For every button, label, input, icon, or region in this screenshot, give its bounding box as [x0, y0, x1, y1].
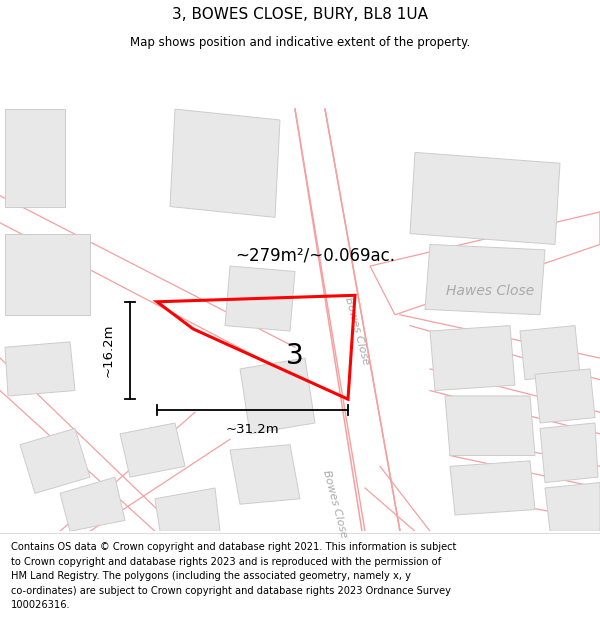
Polygon shape [535, 369, 595, 423]
Polygon shape [545, 482, 600, 531]
Polygon shape [425, 244, 545, 315]
Polygon shape [450, 461, 535, 515]
Text: 3, BOWES CLOSE, BURY, BL8 1UA: 3, BOWES CLOSE, BURY, BL8 1UA [172, 8, 428, 22]
Text: Bowes Close: Bowes Close [321, 469, 349, 539]
Text: 3: 3 [286, 342, 304, 370]
Text: Bowes Close: Bowes Close [343, 296, 371, 366]
Polygon shape [170, 109, 280, 218]
Polygon shape [410, 152, 560, 244]
Text: ~31.2m: ~31.2m [226, 423, 280, 436]
Polygon shape [5, 342, 75, 396]
Polygon shape [5, 109, 65, 206]
Text: Contains OS data © Crown copyright and database right 2021. This information is : Contains OS data © Crown copyright and d… [11, 542, 456, 610]
Text: ~16.2m: ~16.2m [101, 324, 115, 378]
Polygon shape [445, 396, 535, 456]
Polygon shape [155, 488, 220, 531]
Polygon shape [230, 444, 300, 504]
Polygon shape [225, 266, 295, 331]
Polygon shape [520, 326, 580, 380]
Polygon shape [540, 423, 598, 483]
Polygon shape [120, 423, 185, 477]
Text: Hawes Close: Hawes Close [446, 284, 534, 298]
Polygon shape [430, 326, 515, 391]
Text: Map shows position and indicative extent of the property.: Map shows position and indicative extent… [130, 36, 470, 49]
Polygon shape [5, 234, 90, 315]
Polygon shape [60, 477, 125, 531]
Polygon shape [240, 358, 315, 434]
Text: ~279m²/~0.069ac.: ~279m²/~0.069ac. [235, 246, 395, 264]
Polygon shape [20, 428, 90, 493]
